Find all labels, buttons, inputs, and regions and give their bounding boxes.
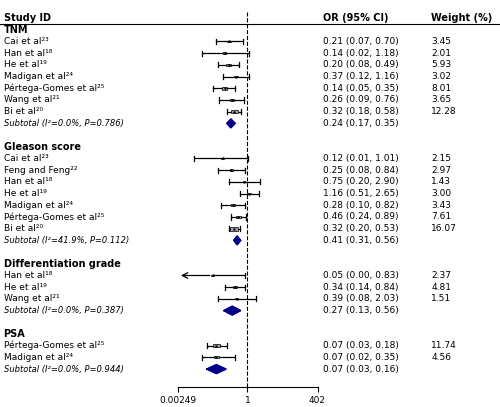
Polygon shape bbox=[206, 365, 226, 374]
Text: 12.28: 12.28 bbox=[431, 107, 457, 116]
Text: 0.26 (0.09, 0.76): 0.26 (0.09, 0.76) bbox=[323, 96, 399, 105]
Text: 8.01: 8.01 bbox=[431, 84, 451, 93]
Text: 2.01: 2.01 bbox=[431, 49, 451, 58]
Text: Bi et al²⁰: Bi et al²⁰ bbox=[4, 107, 42, 116]
Bar bbox=[226, 63, 231, 66]
Text: Cai et al²³: Cai et al²³ bbox=[4, 154, 48, 163]
Text: Subtotal (I²=0.0%, P=0.944): Subtotal (I²=0.0%, P=0.944) bbox=[4, 365, 124, 374]
Bar bbox=[236, 216, 241, 218]
Text: 0.32 (0.18, 0.58): 0.32 (0.18, 0.58) bbox=[323, 107, 399, 116]
Text: 0.32 (0.20, 0.53): 0.32 (0.20, 0.53) bbox=[323, 224, 398, 233]
Bar bbox=[213, 344, 220, 347]
Text: Pértega-Gomes et al²⁵: Pértega-Gomes et al²⁵ bbox=[4, 83, 104, 93]
Bar bbox=[235, 298, 238, 300]
Text: TNM: TNM bbox=[4, 25, 28, 35]
Text: 0.07 (0.03, 0.18): 0.07 (0.03, 0.18) bbox=[323, 341, 399, 350]
Bar bbox=[211, 275, 214, 276]
Text: 0.34 (0.14, 0.84): 0.34 (0.14, 0.84) bbox=[323, 283, 398, 292]
Text: He et al¹⁹: He et al¹⁹ bbox=[4, 283, 46, 292]
Text: PSA: PSA bbox=[4, 329, 26, 339]
Text: 11.74: 11.74 bbox=[431, 341, 457, 350]
Text: Madigan et al²⁴: Madigan et al²⁴ bbox=[4, 201, 72, 210]
Text: 0.27 (0.13, 0.56): 0.27 (0.13, 0.56) bbox=[323, 306, 399, 315]
Text: Pértega-Gomes et al²⁵: Pértega-Gomes et al²⁵ bbox=[4, 341, 104, 350]
Text: 3.65: 3.65 bbox=[431, 96, 451, 105]
Polygon shape bbox=[224, 306, 240, 315]
Bar bbox=[228, 41, 231, 42]
Text: 4.81: 4.81 bbox=[431, 283, 451, 292]
Text: Weight (%): Weight (%) bbox=[431, 13, 492, 23]
Text: 5.93: 5.93 bbox=[431, 60, 451, 69]
Bar bbox=[243, 181, 246, 182]
Text: 0.24 (0.17, 0.35): 0.24 (0.17, 0.35) bbox=[323, 119, 398, 128]
Bar bbox=[230, 204, 234, 206]
Text: He et al¹⁹: He et al¹⁹ bbox=[4, 189, 46, 198]
Text: 0.37 (0.12, 1.16): 0.37 (0.12, 1.16) bbox=[323, 72, 399, 81]
Text: 7.61: 7.61 bbox=[431, 212, 451, 221]
Text: Wang et al²¹: Wang et al²¹ bbox=[4, 96, 59, 105]
Text: 16.07: 16.07 bbox=[431, 224, 457, 233]
Text: 3.45: 3.45 bbox=[431, 37, 451, 46]
Text: 0.25 (0.08, 0.84): 0.25 (0.08, 0.84) bbox=[323, 166, 398, 175]
Text: OR (95% CI): OR (95% CI) bbox=[323, 13, 388, 23]
Bar bbox=[230, 99, 234, 101]
Bar bbox=[223, 53, 226, 54]
Text: 0.21 (0.07, 0.70): 0.21 (0.07, 0.70) bbox=[323, 37, 399, 46]
Text: 0.28 (0.10, 0.82): 0.28 (0.10, 0.82) bbox=[323, 201, 398, 210]
Polygon shape bbox=[234, 236, 240, 245]
Text: Differentiation grade: Differentiation grade bbox=[4, 259, 120, 269]
Bar bbox=[214, 357, 218, 359]
Text: Han et al¹⁸: Han et al¹⁸ bbox=[4, 177, 52, 186]
Text: 0.07 (0.02, 0.35): 0.07 (0.02, 0.35) bbox=[323, 353, 399, 362]
Text: 1.43: 1.43 bbox=[431, 177, 451, 186]
Text: Subtotal (I²=0.0%, P=0.387): Subtotal (I²=0.0%, P=0.387) bbox=[4, 306, 124, 315]
Text: 3.00: 3.00 bbox=[431, 189, 451, 198]
Text: He et al¹⁹: He et al¹⁹ bbox=[4, 60, 46, 69]
Text: 1.51: 1.51 bbox=[431, 294, 451, 303]
Text: 3.02: 3.02 bbox=[431, 72, 451, 81]
Bar bbox=[230, 169, 233, 171]
Text: Han et al¹⁸: Han et al¹⁸ bbox=[4, 271, 52, 280]
Text: 0.20 (0.08, 0.49): 0.20 (0.08, 0.49) bbox=[323, 60, 398, 69]
Text: 3.43: 3.43 bbox=[431, 201, 451, 210]
Text: 0.05 (0.00, 0.83): 0.05 (0.00, 0.83) bbox=[323, 271, 399, 280]
Text: 0.12 (0.01, 1.01): 0.12 (0.01, 1.01) bbox=[323, 154, 399, 163]
Text: Bi et al²⁰: Bi et al²⁰ bbox=[4, 224, 42, 233]
Text: 0.41 (0.31, 0.56): 0.41 (0.31, 0.56) bbox=[323, 236, 399, 245]
Text: Study ID: Study ID bbox=[4, 13, 50, 23]
Bar bbox=[232, 286, 237, 288]
Text: Han et al¹⁸: Han et al¹⁸ bbox=[4, 49, 52, 58]
Text: Feng and Feng²²: Feng and Feng²² bbox=[4, 166, 77, 175]
Text: 0.75 (0.20, 2.90): 0.75 (0.20, 2.90) bbox=[323, 177, 398, 186]
Text: 0.07 (0.03, 0.16): 0.07 (0.03, 0.16) bbox=[323, 365, 399, 374]
Text: 2.37: 2.37 bbox=[431, 271, 451, 280]
Text: Wang et al²¹: Wang et al²¹ bbox=[4, 294, 59, 303]
Polygon shape bbox=[227, 119, 235, 128]
Text: 0.14 (0.02, 1.18): 0.14 (0.02, 1.18) bbox=[323, 49, 398, 58]
Text: 0.39 (0.08, 2.03): 0.39 (0.08, 2.03) bbox=[323, 294, 399, 303]
Text: 2.97: 2.97 bbox=[431, 166, 451, 175]
Text: Madigan et al²⁴: Madigan et al²⁴ bbox=[4, 353, 72, 362]
Text: 1.16 (0.51, 2.65): 1.16 (0.51, 2.65) bbox=[323, 189, 399, 198]
Bar bbox=[230, 110, 238, 114]
Bar bbox=[230, 227, 238, 231]
Text: 0.14 (0.05, 0.35): 0.14 (0.05, 0.35) bbox=[323, 84, 399, 93]
Text: 2.15: 2.15 bbox=[431, 154, 451, 163]
Text: 0.46 (0.24, 0.89): 0.46 (0.24, 0.89) bbox=[323, 212, 398, 221]
Text: Cai et al²³: Cai et al²³ bbox=[4, 37, 48, 46]
Text: Subtotal (I²=0.0%, P=0.786): Subtotal (I²=0.0%, P=0.786) bbox=[4, 119, 124, 128]
Text: Subtotal (I²=41.9%, P=0.112): Subtotal (I²=41.9%, P=0.112) bbox=[4, 236, 129, 245]
Bar bbox=[221, 158, 224, 159]
Bar bbox=[234, 76, 237, 77]
Text: Gleason score: Gleason score bbox=[4, 142, 80, 152]
Text: Pértega-Gomes et al²⁵: Pértega-Gomes et al²⁵ bbox=[4, 212, 104, 222]
Bar bbox=[248, 193, 251, 195]
Text: Madigan et al²⁴: Madigan et al²⁴ bbox=[4, 72, 72, 81]
Bar bbox=[222, 87, 228, 90]
Text: 4.56: 4.56 bbox=[431, 353, 451, 362]
